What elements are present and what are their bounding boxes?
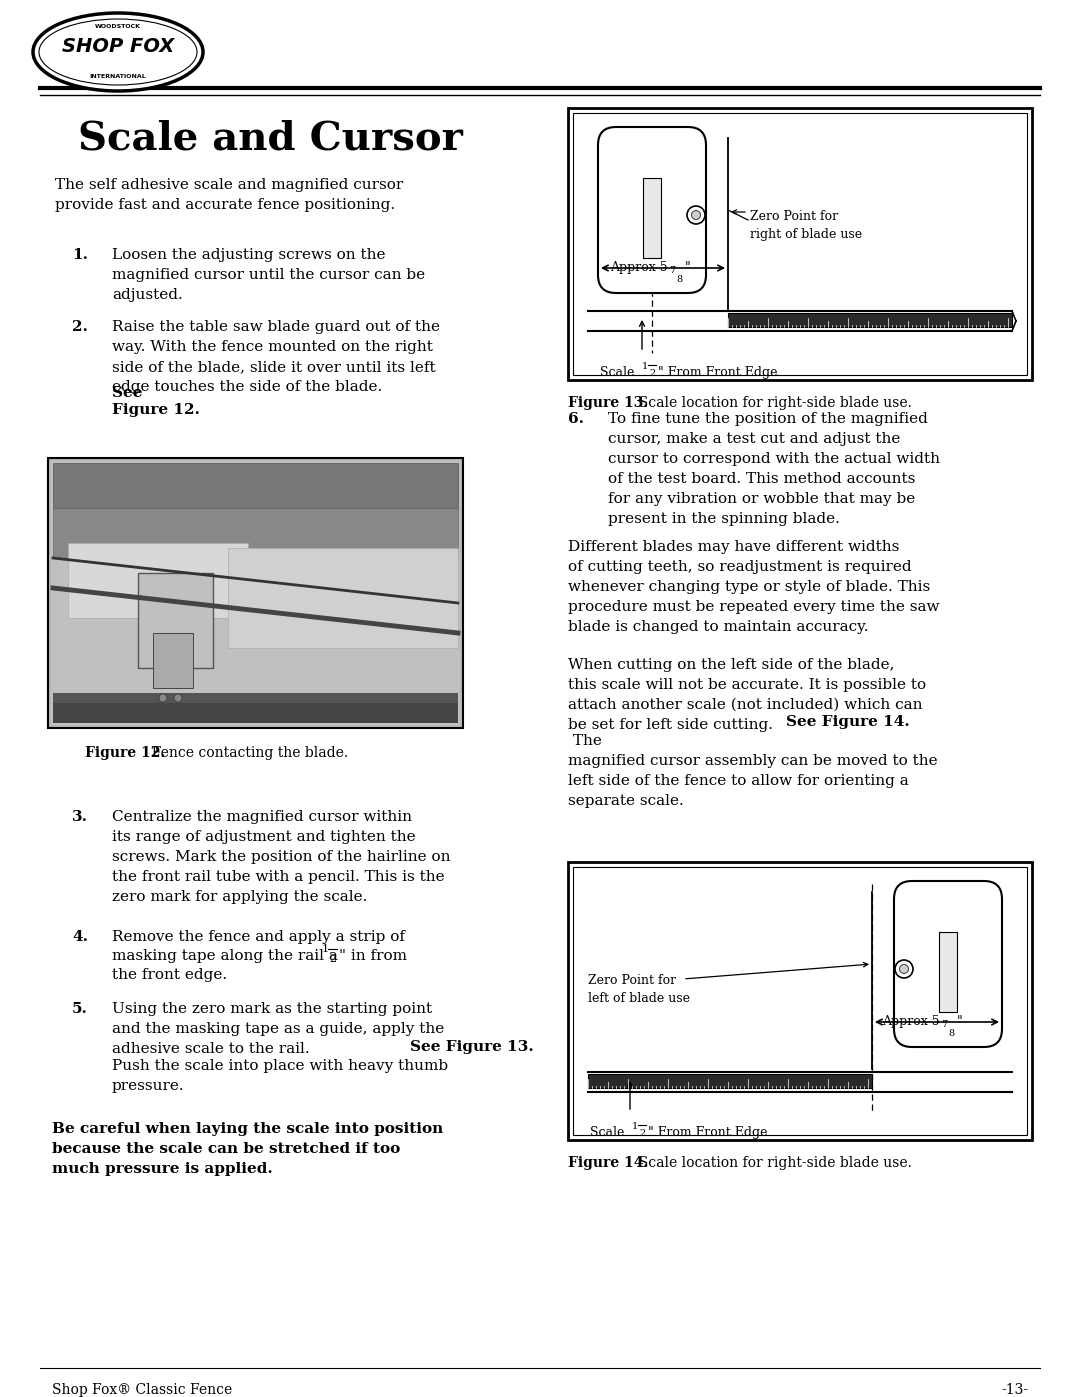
Text: The
magnified cursor assembly can be moved to the
left side of the fence to allo: The magnified cursor assembly can be mov… [568, 733, 937, 807]
Bar [728, 313, 1012, 327]
Text: Scale location for right-side blade use.: Scale location for right-side blade use. [630, 1155, 912, 1171]
Text: Scale: Scale [590, 1126, 629, 1139]
Text: 7: 7 [941, 1020, 947, 1030]
Text: -13-: -13- [1001, 1383, 1028, 1397]
Text: 1.: 1. [72, 249, 87, 263]
Text: Different blades may have different widths
of cutting teeth, so readjustment is : Different blades may have different widt… [568, 541, 940, 634]
Text: 2: 2 [329, 954, 336, 964]
Text: SHOP FOX: SHOP FOX [62, 38, 174, 56]
Text: WOODSTOCK: WOODSTOCK [95, 24, 141, 28]
Text: Push the scale into place with heavy thumb
pressure.: Push the scale into place with heavy thu… [112, 1059, 448, 1092]
Text: 2: 2 [639, 1129, 645, 1139]
Bar [53, 693, 458, 724]
Circle shape [159, 694, 167, 703]
Bar [48, 458, 463, 728]
Text: Zero Point for
left of blade use: Zero Point for left of blade use [588, 974, 690, 1004]
Text: 5.: 5. [72, 1002, 87, 1016]
Text: Scale and Cursor: Scale and Cursor [78, 119, 462, 156]
Text: Fence contacting the blade.: Fence contacting the blade. [143, 746, 348, 760]
Text: Loosen the adjusting screws on the
magnified cursor until the cursor can be
adju: Loosen the adjusting screws on the magni… [112, 249, 426, 302]
Text: ": " [685, 261, 691, 274]
Bar [228, 548, 458, 648]
Text: 4.: 4. [72, 930, 87, 944]
Text: Shop Fox® Classic Fence: Shop Fox® Classic Fence [52, 1383, 232, 1397]
Bar [588, 1074, 872, 1088]
Bar [939, 932, 957, 1011]
Text: INTERNATIONAL: INTERNATIONAL [90, 74, 147, 78]
Text: Approx 5: Approx 5 [882, 1016, 940, 1028]
Text: Zero Point for
right of blade use: Zero Point for right of blade use [750, 210, 862, 242]
Bar [68, 543, 248, 617]
Bar [53, 462, 458, 509]
FancyBboxPatch shape [894, 882, 1002, 1046]
Text: Scale location for right-side blade use.: Scale location for right-side blade use. [630, 395, 912, 409]
Text: Approx 5: Approx 5 [610, 261, 667, 274]
Text: To fine tune the position of the magnified
cursor, make a test cut and adjust th: To fine tune the position of the magnifi… [608, 412, 940, 527]
Text: " From Front Edge: " From Front Edge [658, 366, 778, 379]
Circle shape [895, 960, 913, 978]
Text: Centralize the magnified cursor within
its range of adjustment and tighten the
s: Centralize the magnified cursor within i… [112, 810, 450, 904]
Text: 1: 1 [322, 944, 329, 954]
Text: the front edge.: the front edge. [112, 968, 227, 982]
Text: The self adhesive scale and magnified cursor
provide fast and accurate fence pos: The self adhesive scale and magnified cu… [55, 177, 403, 212]
FancyBboxPatch shape [598, 127, 706, 293]
Text: Figure 14.: Figure 14. [568, 1155, 648, 1171]
Circle shape [900, 964, 908, 974]
Bar [51, 461, 460, 725]
Bar [573, 868, 1027, 1134]
Text: 2.: 2. [72, 320, 87, 334]
Text: 1: 1 [632, 1122, 638, 1132]
Text: Be careful when laying the scale into position
because the scale can be stretche: Be careful when laying the scale into po… [52, 1122, 443, 1176]
Text: Scale: Scale [600, 366, 638, 379]
Text: ": " [957, 1016, 962, 1028]
Text: See Figure 14.: See Figure 14. [786, 715, 909, 729]
Bar [568, 862, 1032, 1140]
Bar [153, 633, 193, 687]
Bar [573, 113, 1027, 374]
Text: Raise the table saw blade guard out of the
way. With the fence mounted on the ri: Raise the table saw blade guard out of t… [112, 320, 440, 394]
Bar [138, 573, 213, 668]
Circle shape [687, 205, 705, 224]
Text: 2: 2 [649, 369, 656, 379]
Text: Figure 12.: Figure 12. [85, 746, 165, 760]
Text: 7: 7 [669, 265, 675, 275]
Text: 8: 8 [948, 1030, 954, 1038]
Text: Using the zero mark as the starting point
and the masking tape as a guide, apply: Using the zero mark as the starting poin… [112, 1002, 444, 1056]
Text: " in from: " in from [339, 949, 407, 963]
Text: masking tape along the rail a: masking tape along the rail a [112, 949, 342, 963]
Text: 8: 8 [676, 275, 683, 284]
Text: 6.: 6. [568, 412, 584, 426]
Text: 3.: 3. [72, 810, 87, 824]
Text: When cutting on the left side of the blade,
this scale will not be accurate. It : When cutting on the left side of the bla… [568, 658, 927, 732]
Bar [53, 509, 458, 557]
Bar [568, 108, 1032, 380]
Circle shape [174, 694, 183, 703]
Text: " From Front Edge: " From Front Edge [648, 1126, 768, 1139]
Bar [643, 177, 661, 258]
Text: Figure 13.: Figure 13. [568, 395, 648, 409]
Circle shape [691, 211, 701, 219]
Ellipse shape [33, 13, 203, 91]
Text: Figure 12.: Figure 12. [112, 402, 200, 416]
Text: See Figure 13.: See Figure 13. [410, 1039, 534, 1053]
Text: Remove the fence and apply a strip of: Remove the fence and apply a strip of [112, 930, 405, 944]
Text: 1: 1 [642, 362, 648, 372]
Text: See: See [112, 386, 143, 400]
Bar [53, 703, 458, 724]
